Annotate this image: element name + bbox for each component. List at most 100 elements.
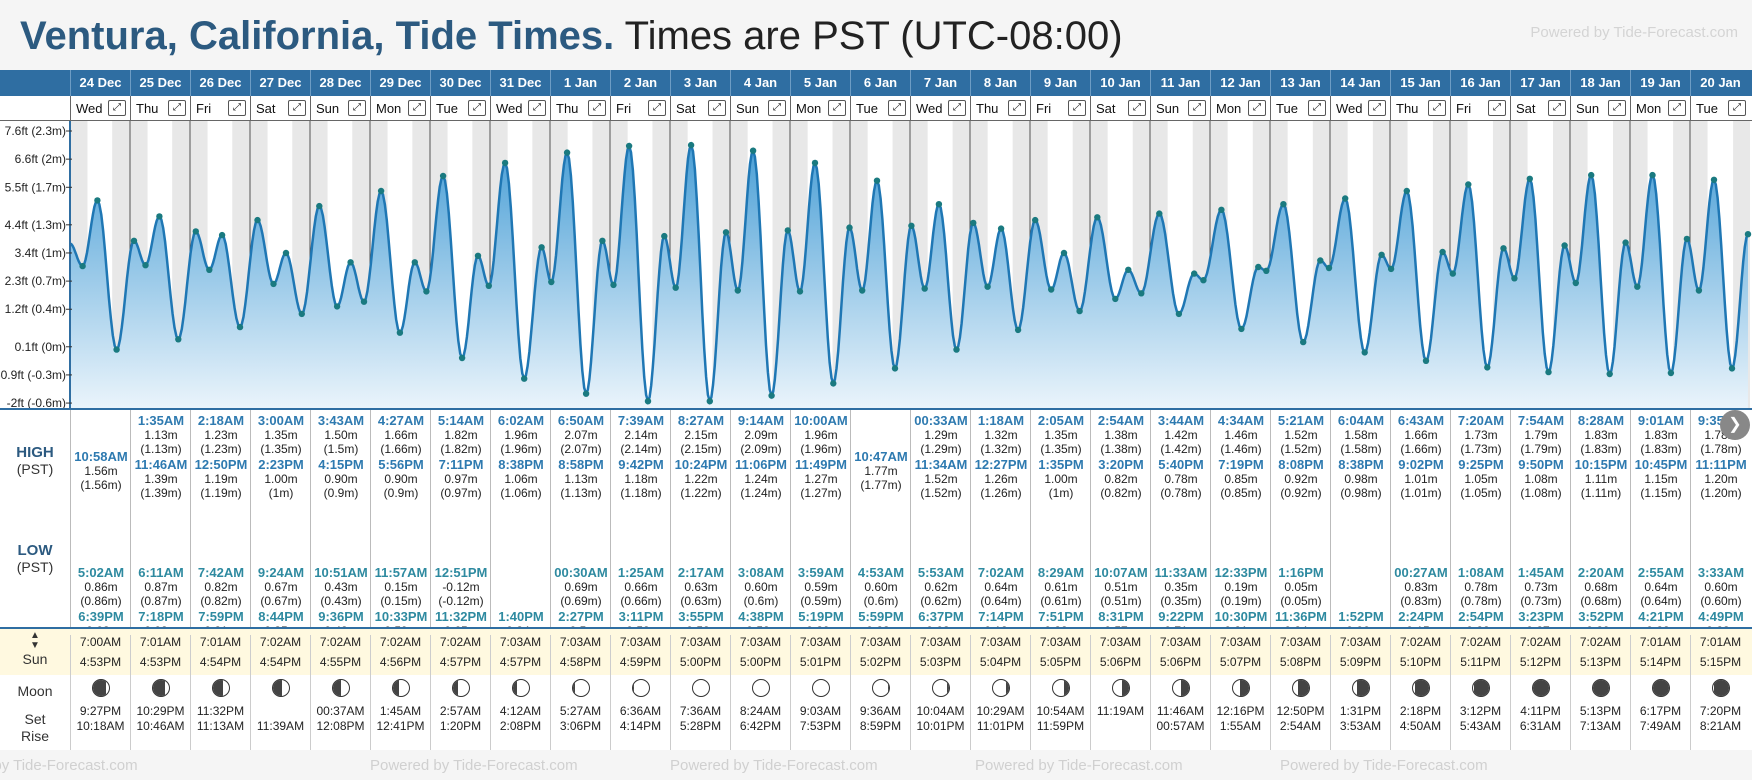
expand-icon[interactable]: ⤢ — [288, 100, 306, 116]
high-tide-height-paren: (1.32m) — [980, 442, 1022, 456]
low-tide-time: 1:40PM — [498, 609, 544, 624]
expand-icon[interactable]: ⤢ — [1668, 100, 1686, 116]
low-tide-event: 10:07AM 0.51m (0.51m) — [1091, 566, 1151, 609]
expand-icon[interactable]: ⤢ — [1368, 100, 1386, 116]
sun-arrows-icon: ▲ ▼ — [30, 630, 40, 651]
expand-icon[interactable]: ⤢ — [348, 100, 366, 116]
sunrise-time: 7:03AM — [1039, 635, 1082, 649]
expand-icon[interactable]: ⤢ — [828, 100, 846, 116]
tide-extreme-point — [501, 159, 509, 167]
day-weekday: Fri ⤢ — [610, 96, 670, 120]
low-tide-time: 12:33PM — [1214, 565, 1268, 580]
day-weekday: Wed ⤢ — [910, 96, 970, 120]
expand-icon[interactable]: ⤢ — [108, 100, 126, 116]
tide-extreme-point — [1060, 249, 1068, 257]
high-tide-height: 1.79m — [1524, 428, 1558, 442]
high-tide-height-paren: (1.05m) — [1460, 486, 1502, 500]
expand-icon[interactable]: ⤢ — [648, 100, 666, 116]
expand-icon[interactable]: ⤢ — [408, 100, 426, 116]
expand-icon[interactable]: ⤢ — [948, 100, 966, 116]
high-tide-height-paren: (0.82m) — [1100, 486, 1142, 500]
day-weekday: Tue ⤢ — [1690, 96, 1750, 120]
expand-icon[interactable]: ⤢ — [708, 100, 726, 116]
moon-shadow — [392, 680, 399, 696]
moon-phase-icon — [871, 679, 890, 697]
y-axis-tick: 0.1ft (0m) — [15, 340, 66, 354]
day-weekday: Sun ⤢ — [1570, 96, 1630, 120]
tide-extreme-point — [377, 187, 385, 195]
tide-extreme-point — [236, 323, 244, 331]
sunset-time: 4:56PM — [379, 655, 422, 669]
expand-icon[interactable]: ⤢ — [1428, 100, 1446, 116]
tide-extreme-point — [1572, 279, 1580, 287]
tide-extreme-point — [316, 202, 323, 210]
day-sun-cell: 7:03AM 5:05PM — [1030, 635, 1090, 675]
day-weekday: Sun ⤢ — [310, 96, 370, 120]
high-tide-height-paren: (0.78m) — [1160, 486, 1202, 500]
expand-icon[interactable]: ⤢ — [468, 100, 486, 116]
high-tide-event: 00:33AM 1.29m (1.29m) — [911, 414, 971, 457]
high-tide-height: 1.73m — [1464, 428, 1498, 442]
day-sun-cell: 7:03AM 4:57PM — [490, 635, 550, 675]
moonrise-time: 1:55AM — [1219, 719, 1262, 733]
tide-extreme-point — [830, 380, 837, 387]
weekday-text: Wed — [76, 101, 103, 116]
expand-icon[interactable]: ⤢ — [888, 100, 906, 116]
low-tide-event: 3:33AM 0.60m (0.60m) — [1691, 566, 1751, 609]
moon-phase-icon — [691, 679, 710, 697]
day-date: 30 Dec — [430, 70, 490, 96]
high-tide-event: 9:01AM 1.83m (1.83m) — [1631, 414, 1691, 457]
day-tide-column: 1:18AM 1.32m (1.32m) 12:27PM 1.26m (1.26m) — [970, 410, 1030, 562]
high-tide-height: 1.77m — [864, 464, 898, 478]
watermark-bottom: Powered by Tide-Forecast.com Powered by T… — [0, 752, 1752, 780]
expand-icon[interactable]: ⤢ — [1008, 100, 1026, 116]
high-tide-time: 11:49PM — [794, 457, 848, 472]
day-weekday: Wed ⤢ — [1330, 96, 1390, 120]
expand-icon[interactable]: ⤢ — [1608, 100, 1626, 116]
high-tide-height: 0.85m — [1224, 472, 1258, 486]
expand-icon[interactable]: ⤢ — [1068, 100, 1086, 116]
expand-icon[interactable]: ⤢ — [168, 100, 186, 116]
tide-extreme-point — [563, 149, 571, 156]
expand-icon[interactable]: ⤢ — [1188, 100, 1206, 116]
low-tide-event: 11:57AM 0.15m (0.15m) — [371, 566, 431, 609]
day-tide-column: 10:00AM 1.96m (1.96m) 11:49PM 1.27m (1.27m) — [790, 410, 850, 562]
tide-extreme-point — [175, 336, 182, 343]
moon-shadow — [332, 680, 341, 696]
y-axis-tick: 1.2ft (0.4m) — [5, 302, 66, 316]
expand-icon[interactable]: ⤢ — [768, 100, 786, 116]
high-tide-height-paren: (1.5m) — [323, 442, 359, 456]
tide-extreme-point — [644, 398, 652, 405]
expand-icon[interactable]: ⤢ — [1488, 100, 1506, 116]
expand-icon[interactable]: ⤢ — [528, 100, 546, 116]
moon-shadow — [1652, 680, 1669, 696]
tide-extreme-point — [411, 259, 418, 266]
low-tide-time: 8:31PM — [1098, 609, 1144, 624]
tide-extreme-point — [1280, 201, 1287, 208]
day-tide-column: 1:35AM 1.13m (1.13m) 11:46AM 1.39m (1.39m) — [130, 410, 190, 562]
moon-shadow — [272, 680, 282, 696]
high-tide-time: 7:11PM — [438, 457, 484, 472]
scroll-right-button[interactable]: ❯ — [1720, 410, 1750, 440]
moon-phase-icon — [1591, 679, 1610, 697]
expand-icon[interactable]: ⤢ — [1308, 100, 1326, 116]
high-tide-height-paren: (1.42m) — [1160, 442, 1202, 456]
expand-icon[interactable]: ⤢ — [1248, 100, 1266, 116]
high-tide-event: 1:35PM 1.00m (1m) — [1031, 458, 1091, 501]
expand-icon[interactable]: ⤢ — [588, 100, 606, 116]
day-sun-cell: 7:03AM 5:07PM — [1210, 635, 1270, 675]
moon-shadow — [887, 680, 889, 696]
day-moon-cell: 11:32PM 11:13AM — [190, 675, 250, 750]
day-date: 10 Jan — [1090, 70, 1150, 96]
weekday-text: Fri — [616, 101, 632, 116]
expand-icon[interactable]: ⤢ — [1728, 100, 1746, 116]
moonrise-time: 2:08PM — [499, 719, 542, 733]
high-tide-time: 8:08PM — [1278, 457, 1324, 472]
expand-icon[interactable]: ⤢ — [1548, 100, 1566, 116]
expand-icon[interactable]: ⤢ — [1128, 100, 1146, 116]
expand-icon[interactable]: ⤢ — [228, 100, 246, 116]
